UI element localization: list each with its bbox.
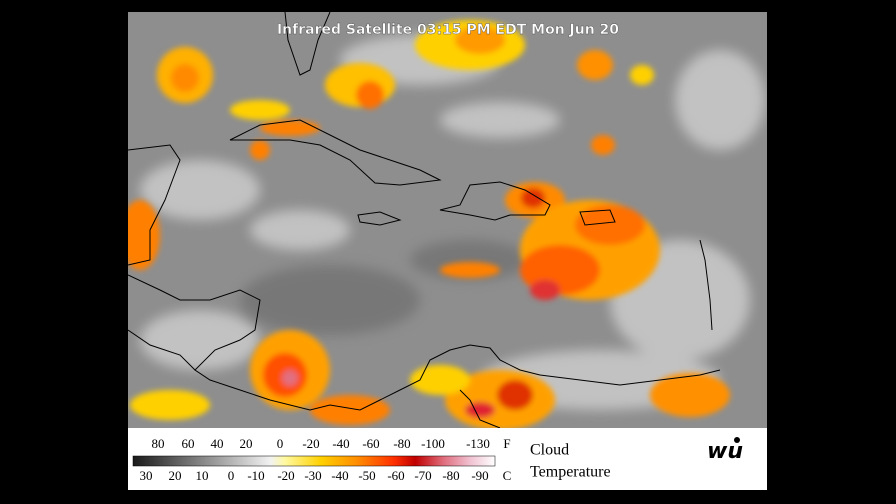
fahrenheit-label: 80 bbox=[152, 436, 165, 451]
celsius-label: 30 bbox=[140, 468, 153, 483]
coastlines bbox=[128, 12, 721, 428]
fahrenheit-label: 20 bbox=[240, 436, 253, 451]
fahrenheit-label: -60 bbox=[362, 436, 379, 451]
legend: 80 60 40 20 0 -20 -40 -60 -80 -100 -130 F 30 20 10 0 -10… bbox=[140, 436, 512, 483]
fahrenheit-label: -100 bbox=[421, 436, 445, 451]
celsius-label: -60 bbox=[387, 468, 404, 483]
logo: wu bbox=[707, 437, 743, 464]
celsius-label: -80 bbox=[442, 468, 459, 483]
celsius-label: -40 bbox=[331, 468, 348, 483]
map-title: Infrared Satellite 03:15 PM EDT Mon Jun … bbox=[277, 22, 619, 38]
celsius-label: -10 bbox=[247, 468, 264, 483]
celsius-label: -20 bbox=[277, 468, 294, 483]
celsius-label: 20 bbox=[169, 468, 182, 483]
fahrenheit-label: 60 bbox=[182, 436, 195, 451]
fahrenheit-label: -80 bbox=[393, 436, 410, 451]
logo-text: wu bbox=[707, 439, 743, 464]
celsius-label: -70 bbox=[414, 468, 431, 483]
fahrenheit-label: -40 bbox=[332, 436, 349, 451]
fahrenheit-label: 0 bbox=[277, 436, 284, 451]
celsius-unit: C bbox=[503, 468, 512, 483]
celsius-label: -90 bbox=[471, 468, 488, 483]
satellite-map bbox=[128, 12, 767, 428]
celsius-label: -30 bbox=[304, 468, 321, 483]
fahrenheit-label: -130 bbox=[466, 436, 490, 451]
fahrenheit-label: 40 bbox=[211, 436, 224, 451]
celsius-label: 0 bbox=[228, 468, 235, 483]
color-scale bbox=[132, 455, 496, 467]
fahrenheit-unit: F bbox=[503, 436, 510, 451]
fahrenheit-label: -20 bbox=[302, 436, 319, 451]
legend-caption: Temperature bbox=[530, 464, 611, 481]
celsius-label: 10 bbox=[196, 468, 209, 483]
celsius-label: -50 bbox=[358, 468, 375, 483]
legend-caption: Cloud bbox=[530, 442, 569, 459]
